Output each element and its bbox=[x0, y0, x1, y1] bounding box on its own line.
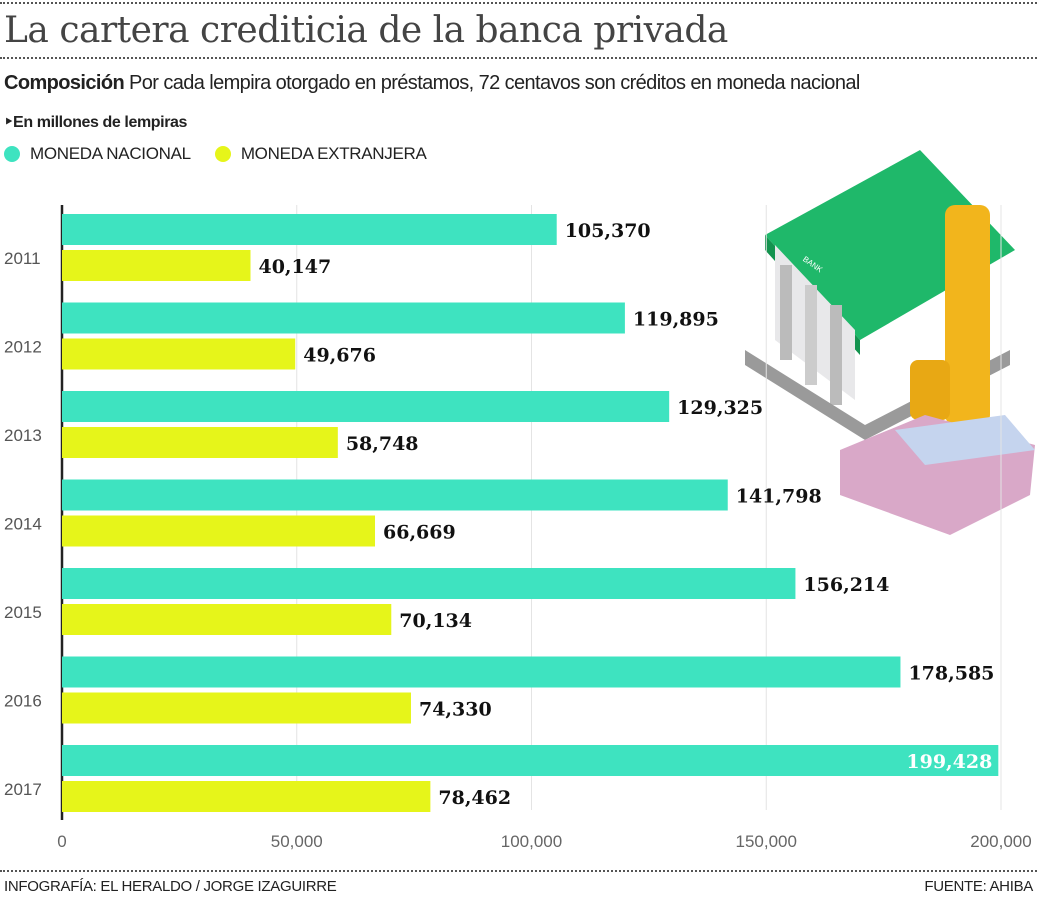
bar-extranjera bbox=[62, 515, 376, 547]
y-tick-label: 2012 bbox=[4, 338, 42, 357]
bar-nacional bbox=[62, 391, 670, 422]
legend-swatch bbox=[4, 146, 20, 162]
subtitle-text: Por cada lempira otorgado en préstamos, … bbox=[129, 72, 860, 94]
title-divider bbox=[0, 57, 1037, 59]
data-label: 70,134 bbox=[399, 610, 472, 632]
unit-note: ‣En millones de lempiras bbox=[4, 114, 188, 131]
bar-extranjera bbox=[62, 604, 392, 635]
footer-credit: INFOGRAFÍA: EL HERALDO / JORGE IZAGUIRRE bbox=[4, 878, 337, 895]
legend-label: MONEDA NACIONAL bbox=[30, 144, 191, 163]
legend-label: MONEDA EXTRANJERA bbox=[240, 144, 427, 163]
chart-subtitle: Composición Por cada lempira otorgado en… bbox=[4, 72, 860, 95]
data-label: 58,748 bbox=[346, 433, 419, 455]
y-tick-label: 2017 bbox=[4, 780, 42, 799]
data-label: 78,462 bbox=[438, 787, 511, 809]
x-tick-label: 50,000 bbox=[271, 832, 323, 851]
x-tick-label: 150,000 bbox=[736, 832, 797, 851]
footer-divider bbox=[0, 870, 1037, 872]
x-tick-label: 0 bbox=[57, 832, 66, 851]
bar-nacional bbox=[62, 214, 557, 245]
data-label: 66,669 bbox=[383, 522, 456, 544]
bar-extranjera bbox=[62, 781, 431, 812]
y-tick-label: 2013 bbox=[4, 426, 42, 445]
legend-swatch bbox=[214, 146, 231, 162]
bar-nacional bbox=[62, 302, 625, 334]
data-label: 105,370 bbox=[565, 220, 651, 242]
bar-extranjera bbox=[62, 427, 338, 458]
data-label: 156,214 bbox=[803, 574, 889, 596]
footer-source: FUENTE: AHIBA bbox=[924, 878, 1033, 895]
bar-chart: 0 50,000 100,000 150,000 200,000 2011 105,370 4… bbox=[4, 205, 1032, 851]
legend: MONEDA NACIONAL MONEDA EXTRANJERA bbox=[4, 144, 427, 164]
data-label: 74,330 bbox=[419, 699, 492, 721]
bar-extranjera bbox=[62, 338, 296, 370]
data-label: 49,676 bbox=[303, 345, 376, 367]
subtitle-bold: Composición bbox=[4, 72, 125, 94]
legend-item-extranjera: MONEDA EXTRANJERA bbox=[214, 144, 427, 164]
y-tick-label: 2016 bbox=[4, 692, 42, 711]
bar-nacional bbox=[62, 568, 796, 599]
bar-extranjera bbox=[62, 692, 411, 724]
legend-item-nacional: MONEDA NACIONAL bbox=[4, 144, 191, 164]
x-tick-label: 100,000 bbox=[501, 832, 562, 851]
bar-nacional bbox=[62, 656, 901, 688]
y-tick-label: 2014 bbox=[4, 515, 42, 534]
data-label: 129,325 bbox=[677, 397, 763, 419]
data-label: 119,895 bbox=[633, 309, 719, 331]
data-label: 40,147 bbox=[258, 256, 331, 278]
top-divider bbox=[0, 2, 1037, 4]
unit-note-text: En millones de lempiras bbox=[13, 114, 188, 131]
x-tick-label: 200,000 bbox=[970, 832, 1031, 851]
y-tick-label: 2011 bbox=[4, 249, 41, 268]
bar-extranjera bbox=[62, 250, 251, 281]
data-label: 199,428 bbox=[906, 751, 992, 773]
y-tick-label: 2015 bbox=[4, 603, 42, 622]
bar-nacional bbox=[62, 745, 999, 776]
bank-illustration: BANK bbox=[745, 150, 1035, 535]
data-label: 178,585 bbox=[908, 663, 994, 685]
chart-title: La cartera crediticia de la banca privad… bbox=[4, 10, 728, 51]
bar-nacional bbox=[62, 479, 728, 511]
data-label: 141,798 bbox=[736, 486, 822, 508]
